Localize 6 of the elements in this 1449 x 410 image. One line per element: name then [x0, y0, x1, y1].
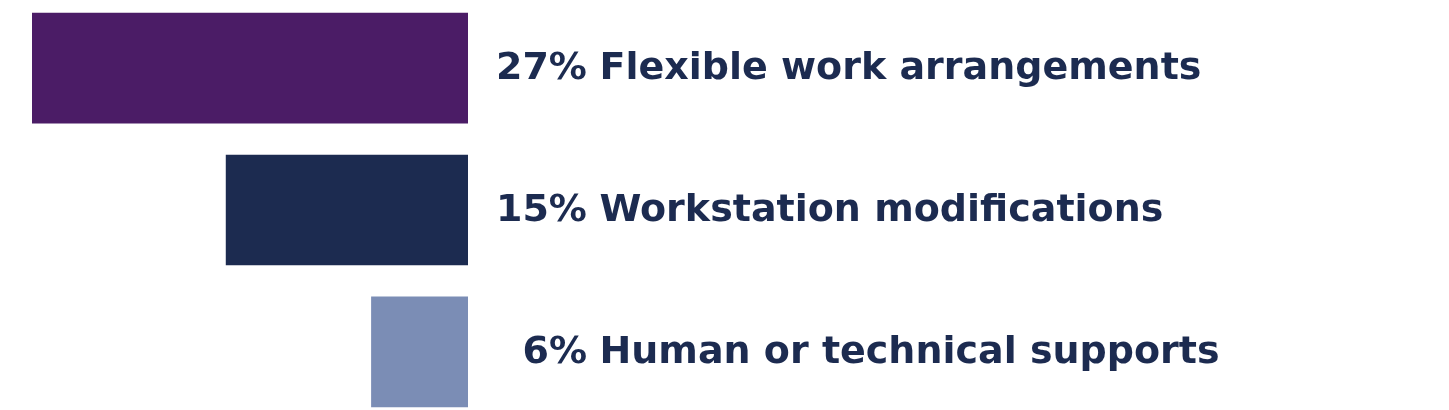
y-tick-label: Flexible work arrangements	[599, 44, 1202, 89]
y-tick-label: Human or technical supports	[599, 327, 1220, 372]
y-tick-label: Workstation modifications	[599, 186, 1164, 230]
data-label: 15%	[495, 186, 587, 230]
data-label: 6%	[522, 327, 587, 372]
data-label: 27%	[495, 44, 587, 89]
